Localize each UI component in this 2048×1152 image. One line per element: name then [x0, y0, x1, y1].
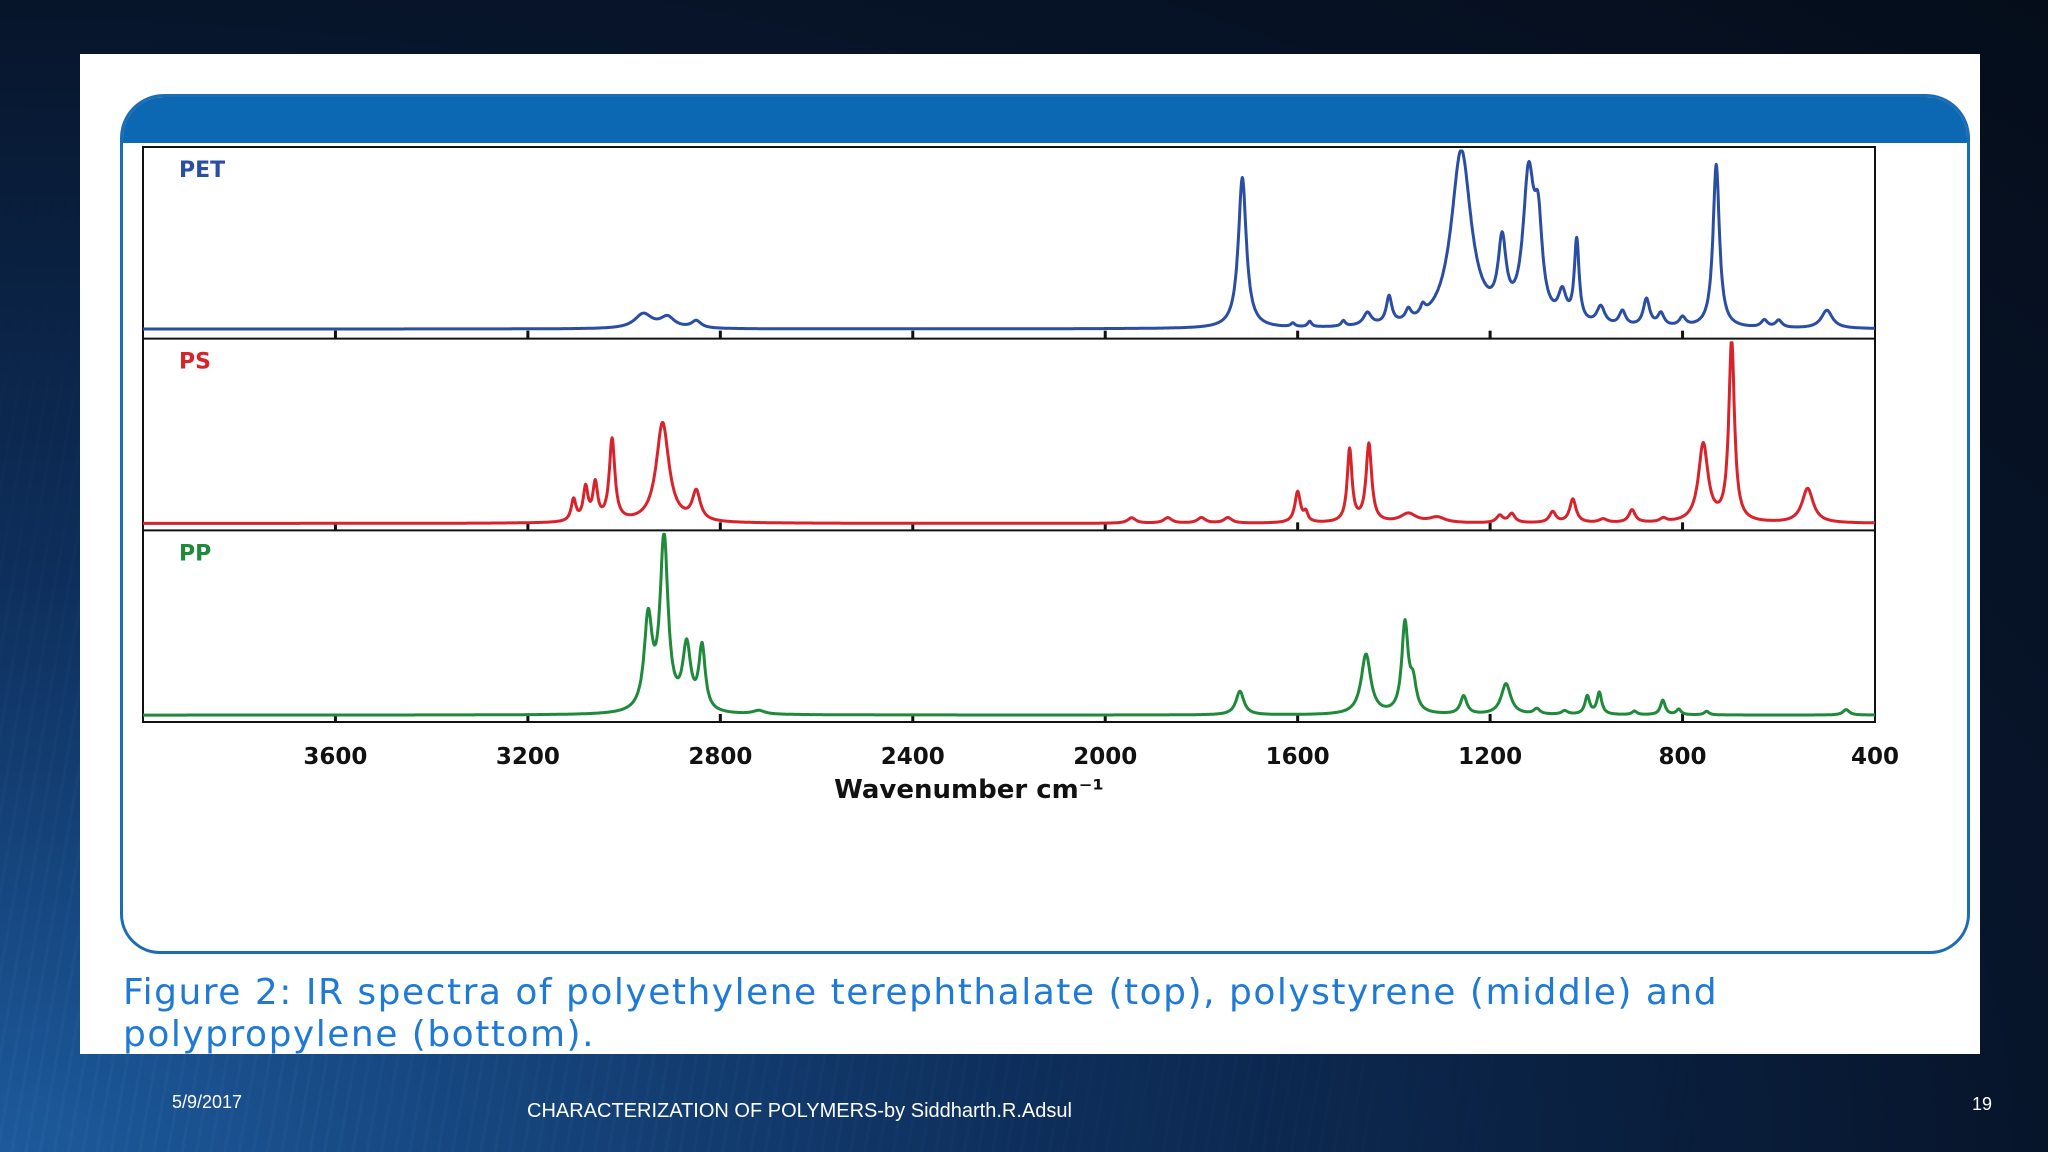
x-tick-label: 2800	[688, 744, 752, 770]
x-tick-label: 3600	[303, 744, 367, 770]
x-tick-label: 3200	[496, 744, 560, 770]
x-tick-label: 400	[1851, 744, 1899, 770]
footer-page-number: 19	[1972, 1094, 1993, 1114]
ir-spectra-chart: PET PS PP 3600 3200 2800 2400 2000 1600 1200 800 40…	[142, 146, 1899, 805]
series-label-pet: PET	[179, 158, 225, 183]
x-tick-label: 2400	[881, 744, 945, 770]
x-tick-label: 800	[1659, 744, 1707, 770]
figure-frame-header	[123, 97, 1967, 143]
figure-caption: Figure 2: IR spectra of polyethylene ter…	[123, 972, 1719, 1055]
footer-date: 5/9/2017	[172, 1092, 243, 1112]
series-line-pp	[142, 532, 1876, 717]
x-axis-label: Wavenumber cm⁻¹	[834, 775, 1104, 805]
series-label-ps: PS	[179, 350, 211, 375]
series-label-pp: PP	[179, 541, 211, 566]
x-tick-label: 1200	[1458, 744, 1522, 770]
x-tick-label: 1600	[1266, 744, 1330, 770]
series-line-ps	[142, 341, 1876, 525]
slide-content-panel: PET PS PP 3600 3200 2800 2400 2000 1600 1200 800 40…	[80, 54, 1980, 1055]
footer-title: CHARACTERIZATION OF POLYMERS-by Siddhart…	[527, 1100, 1072, 1122]
figure-frame: PET PS PP 3600 3200 2800 2400 2000 1600 1200 800 40…	[120, 94, 1970, 954]
x-tick-label: 2000	[1073, 744, 1137, 770]
series-line-pet	[142, 149, 1876, 331]
plot-area-border	[142, 146, 1876, 723]
